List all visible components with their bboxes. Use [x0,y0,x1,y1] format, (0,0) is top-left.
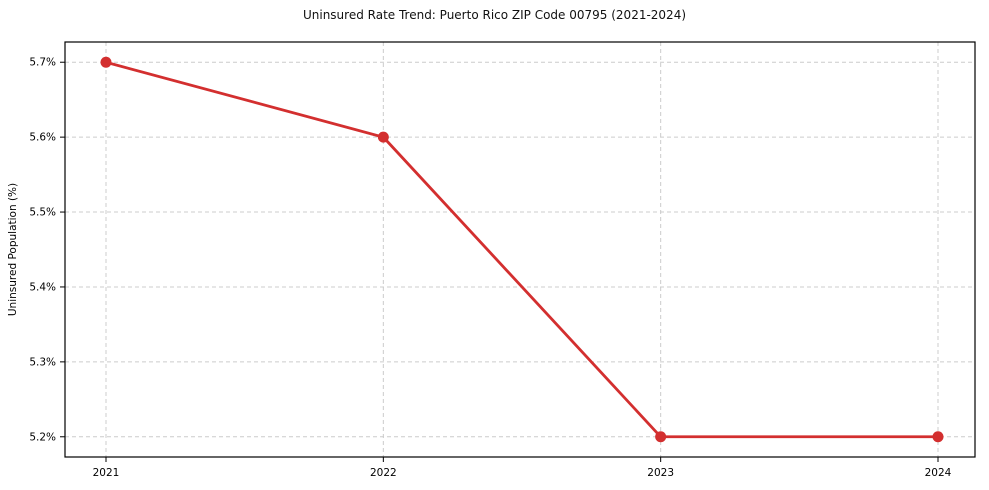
chart-title: Uninsured Rate Trend: Puerto Rico ZIP Co… [302,8,687,22]
y-tick-label: 5.6% [29,132,56,144]
plot-frame [64,41,976,458]
y-tick-label: 5.2% [29,431,56,443]
y-tick-label: 5.5% [29,207,56,219]
x-tick-label: 2023 [647,467,674,479]
y-tick-label: 5.4% [29,281,56,293]
x-tick-label: 2022 [370,467,397,479]
data-point-marker [377,131,389,143]
y-tick-label: 5.3% [29,356,56,368]
trend-line [104,60,940,439]
data-point-marker [932,431,944,443]
data-point-marker [655,431,667,443]
y-tick-label: 5.7% [29,57,56,69]
x-tick-label: 2024 [925,467,952,479]
x-tick-label: 2021 [93,467,120,479]
y-axis-label: Uninsured Population (%) [7,183,19,316]
data-point-marker [100,56,112,68]
